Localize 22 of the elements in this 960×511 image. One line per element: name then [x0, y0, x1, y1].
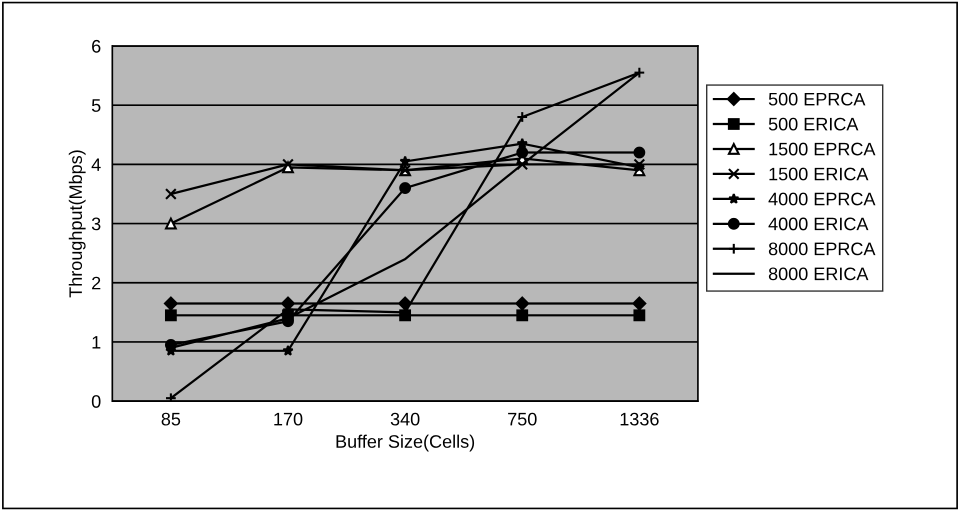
legend-label: 4000 EPRCA [768, 192, 876, 206]
x-tick-label: 750 [508, 412, 537, 426]
legend-label: 500 ERICA [768, 118, 858, 131]
y-tick-label: 2 [92, 276, 100, 290]
y-tick-label: 0 [92, 395, 101, 408]
legend-label: 8000 ERICA [768, 267, 868, 280]
x-axis-title: Buffer Size(Cells) [336, 434, 474, 452]
x-tick-label: 170 [274, 412, 302, 426]
y-tick-label: 6 [92, 40, 100, 53]
legend-label: 1500 EPRCA [769, 142, 876, 156]
y-tick-label: 5 [92, 99, 100, 112]
x-tick-label: 1336 [620, 412, 659, 426]
legend-label: 1500 ERICA [769, 168, 868, 180]
x-tick-label: 85 [162, 412, 180, 426]
legend-label: 4000 ERICA [768, 218, 868, 230]
y-tick-label: 1 [92, 336, 100, 348]
x-tick-label: 340 [390, 412, 420, 426]
legend-label: 500 EPRCA [768, 92, 866, 106]
y-tick-label: 3 [92, 217, 100, 230]
y-tick-label: 4 [92, 158, 101, 171]
legend-label: 8000 EPRCA [768, 242, 876, 256]
y-axis-title: Throughput(Mbps) [68, 150, 86, 298]
